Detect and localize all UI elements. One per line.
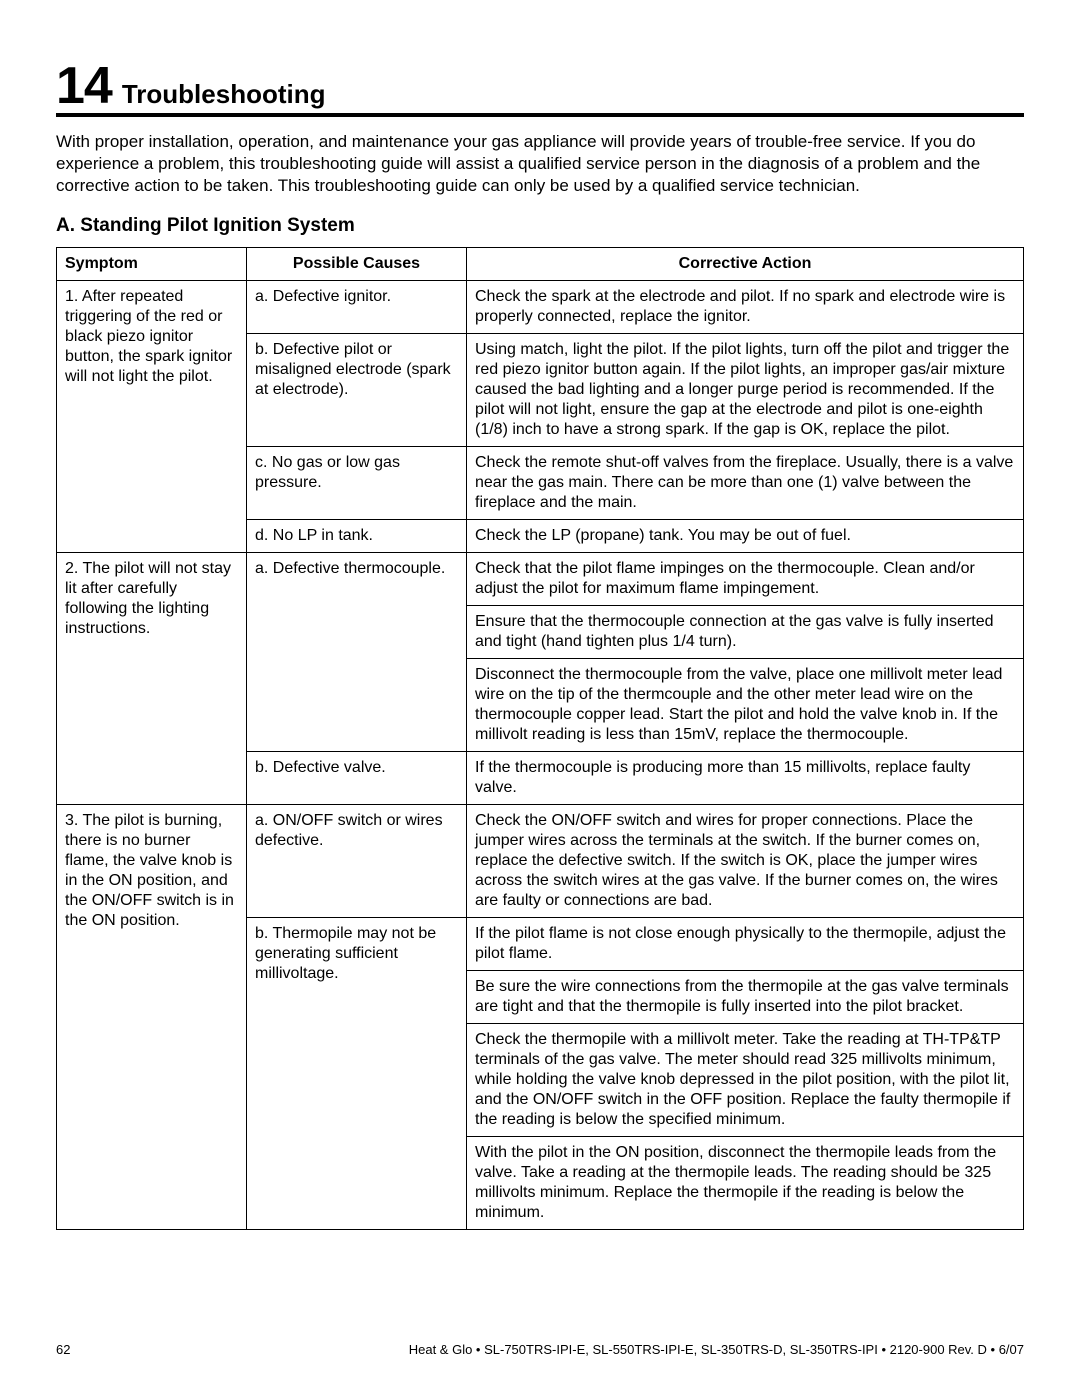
action-cell: If the thermocouple is producing more th… xyxy=(467,752,1024,805)
table-header-row: Symptom Possible Causes Corrective Actio… xyxy=(57,248,1024,281)
cause-cell: b. Thermopile may not be generating suff… xyxy=(247,918,467,1230)
footer: 62 Heat & Glo • SL-750TRS-IPI-E, SL-550T… xyxy=(56,1342,1024,1357)
action-cell: If the pilot flame is not close enough p… xyxy=(467,918,1024,971)
table-row: 1. After repeated triggering of the red … xyxy=(57,281,1024,334)
action-cell: Check that the pilot flame impinges on t… xyxy=(467,553,1024,606)
table-row: 3. The pilot is burning, there is no bur… xyxy=(57,805,1024,918)
symptom-cell: 3. The pilot is burning, there is no bur… xyxy=(57,805,247,1230)
action-cell: Be sure the wire connections from the th… xyxy=(467,971,1024,1024)
section-number: 14 xyxy=(56,60,112,112)
cause-cell: d. No LP in tank. xyxy=(247,520,467,553)
footer-text: Heat & Glo • SL-750TRS-IPI-E, SL-550TRS-… xyxy=(409,1342,1024,1357)
cause-cell: a. Defective ignitor. xyxy=(247,281,467,334)
page-number: 62 xyxy=(56,1342,70,1357)
header-action: Corrective Action xyxy=(467,248,1024,281)
header-symptom: Symptom xyxy=(57,248,247,281)
subsection-heading: A. Standing Pilot Ignition System xyxy=(56,215,1024,237)
action-cell: Check the spark at the electrode and pil… xyxy=(467,281,1024,334)
cause-cell: c. No gas or low gas pressure. xyxy=(247,447,467,520)
header-causes: Possible Causes xyxy=(247,248,467,281)
cause-cell: a. Defective thermocouple. xyxy=(247,553,467,752)
action-cell: Check the ON/OFF switch and wires for pr… xyxy=(467,805,1024,918)
section-title: Troubleshooting xyxy=(122,81,326,113)
symptom-cell: 1. After repeated triggering of the red … xyxy=(57,281,247,553)
action-cell: Using match, light the pilot. If the pil… xyxy=(467,334,1024,447)
section-header: 14 Troubleshooting xyxy=(56,60,1024,117)
action-cell: Check the LP (propane) tank. You may be … xyxy=(467,520,1024,553)
intro-paragraph: With proper installation, operation, and… xyxy=(56,131,1024,197)
action-cell: Check the remote shut-off valves from th… xyxy=(467,447,1024,520)
table-row: 2. The pilot will not stay lit after car… xyxy=(57,553,1024,606)
troubleshooting-table: Symptom Possible Causes Corrective Actio… xyxy=(56,247,1024,1230)
action-cell: Check the thermopile with a millivolt me… xyxy=(467,1024,1024,1137)
action-cell: With the pilot in the ON position, disco… xyxy=(467,1137,1024,1230)
cause-cell: b. Defective pilot or misaligned electro… xyxy=(247,334,467,447)
action-cell: Ensure that the thermocouple connection … xyxy=(467,606,1024,659)
page: 14 Troubleshooting With proper installat… xyxy=(0,0,1080,1397)
symptom-cell: 2. The pilot will not stay lit after car… xyxy=(57,553,247,805)
cause-cell: a. ON/OFF switch or wires defective. xyxy=(247,805,467,918)
cause-cell: b. Defective valve. xyxy=(247,752,467,805)
action-cell: Disconnect the thermocouple from the val… xyxy=(467,659,1024,752)
